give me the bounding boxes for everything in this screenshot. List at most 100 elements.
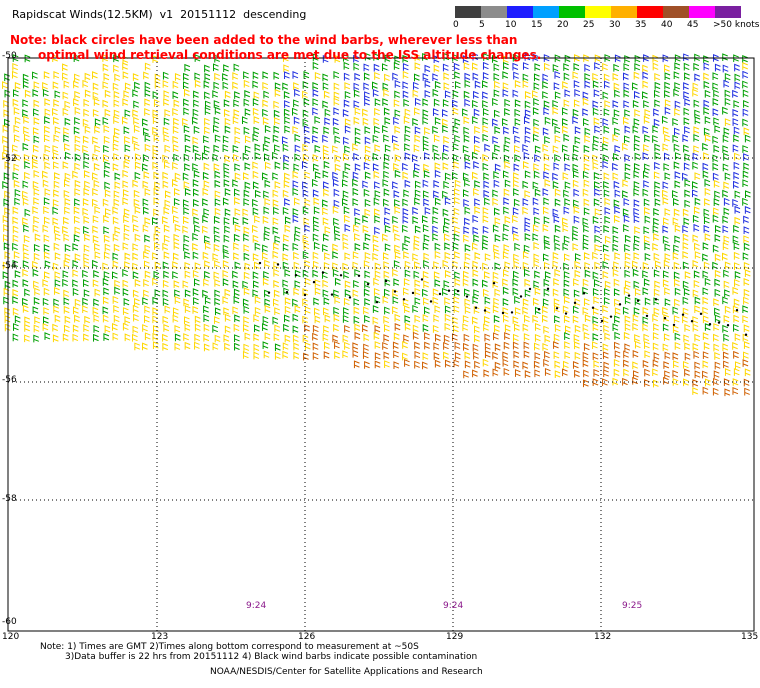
wind-barb [582, 359, 589, 368]
wind-barb [322, 244, 328, 252]
wind-barb [132, 304, 139, 313]
wind-barb [654, 181, 661, 190]
wind-barb [134, 171, 141, 180]
wind-barb [714, 288, 721, 297]
wind-barb [54, 126, 61, 135]
wind-barb [84, 72, 91, 81]
wind-barb [382, 341, 388, 350]
contamination-marker [429, 300, 433, 303]
wind-barb [213, 144, 220, 153]
wind-barb [654, 189, 660, 198]
wind-barb [172, 107, 178, 116]
wind-barb [384, 217, 390, 226]
wind-barb [174, 333, 181, 342]
wind-barb [702, 287, 709, 296]
wind-barb [64, 143, 70, 152]
wind-barb [724, 97, 731, 106]
wind-barb [452, 260, 459, 269]
wind-barb [343, 270, 349, 279]
wind-barb [554, 370, 561, 378]
wind-barb [653, 118, 660, 127]
wind-barb [92, 153, 99, 162]
wind-barb [583, 179, 590, 188]
wind-barb [112, 295, 119, 304]
wind-barb [664, 64, 670, 73]
wind-barb [724, 305, 731, 314]
wind-barb [302, 118, 309, 127]
contamination-marker [690, 320, 694, 323]
wind-barb [222, 73, 228, 81]
wind-barb [384, 278, 391, 287]
contamination-marker [681, 313, 685, 316]
wind-barb [62, 63, 68, 72]
wind-barb [82, 144, 88, 153]
wind-barb [454, 118, 461, 127]
wind-barb [73, 206, 80, 215]
wind-barb [354, 127, 361, 136]
wind-barb [623, 116, 629, 125]
wind-barb [342, 190, 349, 199]
wind-barb [283, 234, 289, 242]
wind-barb [22, 243, 29, 252]
wind-barb [533, 241, 540, 250]
wind-barb [104, 243, 111, 252]
wind-barb [722, 242, 729, 250]
wind-barb [4, 118, 10, 127]
wind-barb [104, 181, 111, 190]
wind-barb [724, 289, 730, 298]
wind-barb [63, 297, 70, 306]
wind-barb [573, 80, 580, 88]
wind-barb [83, 152, 90, 161]
wind-barb [194, 315, 201, 324]
wind-barb [733, 161, 740, 170]
wind-barb [443, 341, 449, 350]
wind-barb [264, 259, 270, 268]
wind-barbs [2, 52, 751, 397]
wind-barb [132, 271, 139, 280]
wind-barb [404, 269, 411, 278]
wind-barb [554, 324, 561, 332]
wind-barb [412, 253, 419, 261]
wind-barb [603, 253, 610, 262]
wind-barb [113, 99, 120, 108]
wind-barb [512, 341, 519, 350]
wind-barb [733, 54, 739, 63]
wind-barb [184, 341, 191, 350]
wind-barb [312, 98, 319, 106]
wind-barb [713, 117, 720, 126]
wind-barb [252, 133, 259, 142]
wind-barb [713, 333, 719, 342]
wind-barb [152, 341, 159, 349]
wind-barb [532, 233, 539, 242]
wind-barb [572, 71, 579, 80]
wind-barb [433, 180, 440, 188]
wind-barb [534, 342, 540, 351]
wind-barb [363, 162, 370, 170]
wind-barb [93, 270, 99, 278]
wind-barb [434, 305, 441, 314]
wind-barb [464, 161, 471, 170]
wind-barb [302, 250, 309, 259]
wind-barb [4, 207, 10, 216]
wind-barb [674, 100, 681, 109]
wind-barb [453, 305, 460, 314]
wind-barb [692, 181, 698, 189]
wind-barb [383, 107, 390, 116]
wind-barb [672, 306, 679, 315]
wind-barb [383, 198, 389, 207]
wind-barb [543, 235, 550, 244]
wind-barb [12, 70, 18, 79]
wind-barb [614, 127, 620, 136]
wind-barb [94, 243, 100, 251]
wind-barb [542, 127, 549, 136]
wind-barb [454, 134, 460, 143]
wind-barb [122, 322, 129, 331]
wind-barb [22, 99, 29, 107]
wind-barb [383, 161, 390, 170]
wind-barb [544, 261, 550, 270]
wind-barb [664, 243, 671, 252]
wind-barb [504, 136, 511, 145]
wind-barb [563, 262, 569, 271]
wind-barb [254, 152, 261, 160]
wind-barb [553, 234, 560, 243]
